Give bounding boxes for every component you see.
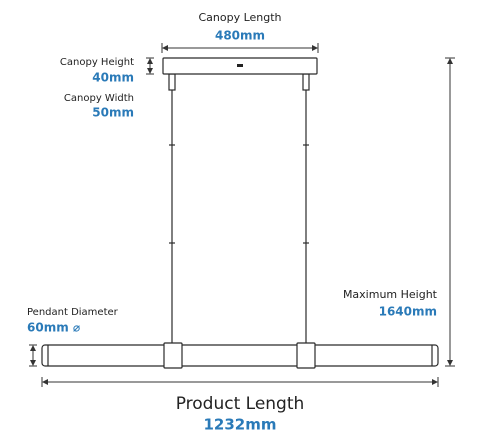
label: Canopy Length [198,11,281,24]
dimension-line [161,43,319,53]
value: 1232mm [203,416,276,434]
dimension-line [41,377,439,387]
value: 1640mm [379,305,437,319]
label: Canopy Height [60,57,134,68]
dimension-line [29,344,37,367]
dimension-line [146,57,154,75]
value: 480mm [215,29,265,43]
label: Pendant Diameter [27,307,119,318]
dimension-line [445,57,455,367]
value: 60mm ⌀ [27,321,80,335]
pendant-light [41,57,439,369]
label: Maximum Height [343,288,438,301]
value: 50mm [92,106,134,120]
label: Canopy Width [64,93,134,104]
label: Product Length [176,394,305,414]
value: 40mm [92,71,134,85]
